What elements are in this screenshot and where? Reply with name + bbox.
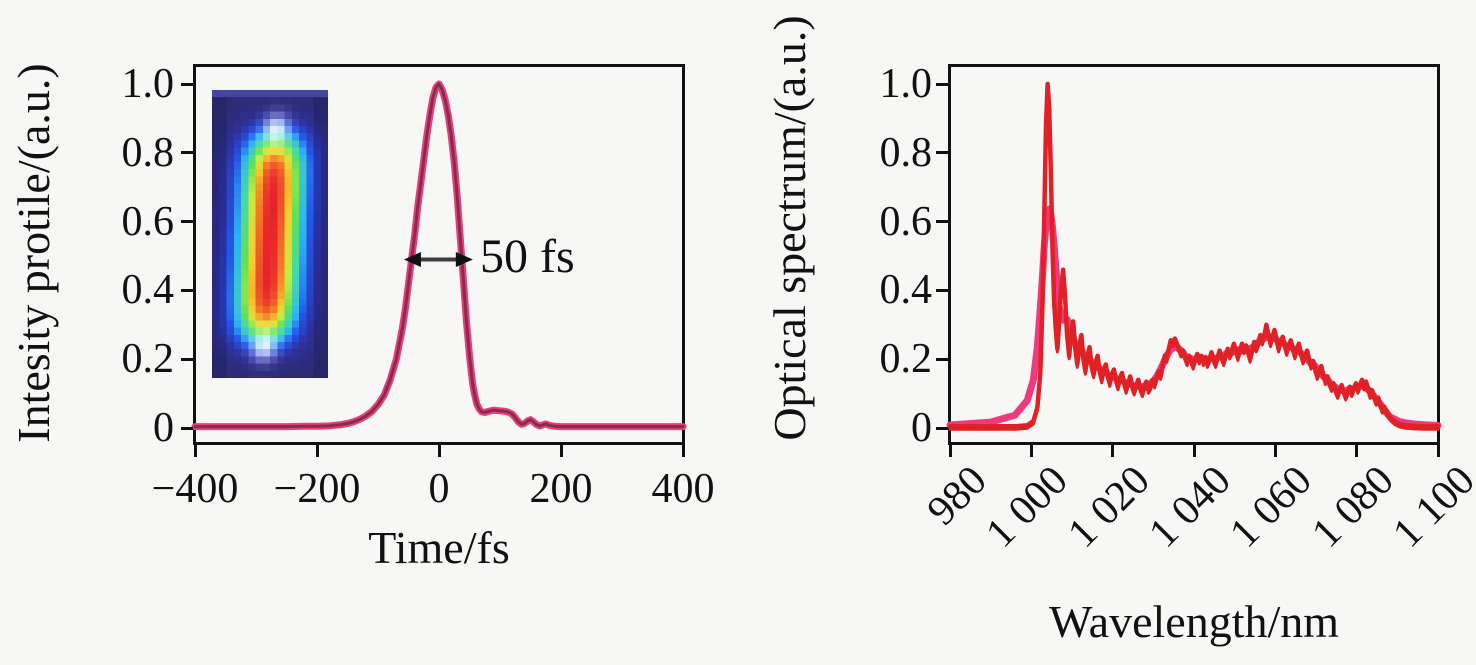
tick-mark bbox=[1192, 445, 1196, 457]
tick-mark bbox=[1029, 445, 1033, 457]
x-tick-label: −200 bbox=[273, 466, 361, 512]
y-tick-label: 0.6 bbox=[879, 199, 933, 245]
tick-mark bbox=[948, 445, 952, 457]
x-tick-label: 200 bbox=[529, 466, 593, 512]
tick-mark bbox=[681, 445, 685, 457]
tick-mark bbox=[559, 445, 563, 457]
tick-mark bbox=[936, 426, 948, 430]
right-y-axis-label: Optical spectrum/(a.u.) bbox=[764, 15, 815, 441]
tick-mark bbox=[437, 445, 441, 457]
tick-mark bbox=[181, 426, 193, 430]
tick-mark bbox=[936, 82, 948, 86]
fwhm-annotation-label: 50 fs bbox=[480, 230, 575, 283]
tick-mark bbox=[193, 445, 197, 457]
tick-mark bbox=[1111, 445, 1115, 457]
tick-mark bbox=[936, 151, 948, 155]
tick-mark bbox=[181, 151, 193, 155]
tick-mark bbox=[181, 82, 193, 86]
tick-mark bbox=[936, 288, 948, 292]
x-tick-label: −400 bbox=[151, 466, 239, 512]
right-plot-frame bbox=[948, 64, 1440, 445]
tick-mark bbox=[1355, 445, 1359, 457]
tick-mark bbox=[1273, 445, 1277, 457]
right-x-axis-label: Wavelength/nm bbox=[1048, 596, 1340, 647]
y-tick-label: 0.8 bbox=[879, 130, 933, 176]
y-tick-label: 0.4 bbox=[879, 267, 933, 313]
tick-mark bbox=[936, 220, 948, 224]
y-tick-label: 0 bbox=[911, 405, 932, 451]
y-tick-label: 1.0 bbox=[879, 61, 933, 107]
y-tick-label: 0.2 bbox=[879, 336, 933, 382]
y-tick-label: 0 bbox=[153, 405, 174, 451]
tick-mark bbox=[181, 220, 193, 224]
tick-mark bbox=[181, 357, 193, 361]
y-tick-label: 0.8 bbox=[121, 130, 175, 176]
left-x-axis-label: Time/fs bbox=[368, 522, 510, 573]
pulse-trace-inset-image bbox=[212, 90, 328, 378]
y-tick-label: 0.6 bbox=[121, 199, 175, 245]
x-tick-label: 400 bbox=[651, 466, 715, 512]
tick-mark bbox=[315, 445, 319, 457]
left-y-axis-label: Intesity protile/(a.u.) bbox=[8, 63, 59, 443]
tick-mark bbox=[181, 288, 193, 292]
tick-mark bbox=[936, 357, 948, 361]
y-tick-label: 1.0 bbox=[121, 61, 175, 107]
y-tick-label: 0.2 bbox=[121, 336, 175, 382]
x-tick-label: 0 bbox=[428, 466, 450, 512]
tick-mark bbox=[1436, 445, 1440, 457]
y-tick-label: 0.4 bbox=[121, 267, 175, 313]
